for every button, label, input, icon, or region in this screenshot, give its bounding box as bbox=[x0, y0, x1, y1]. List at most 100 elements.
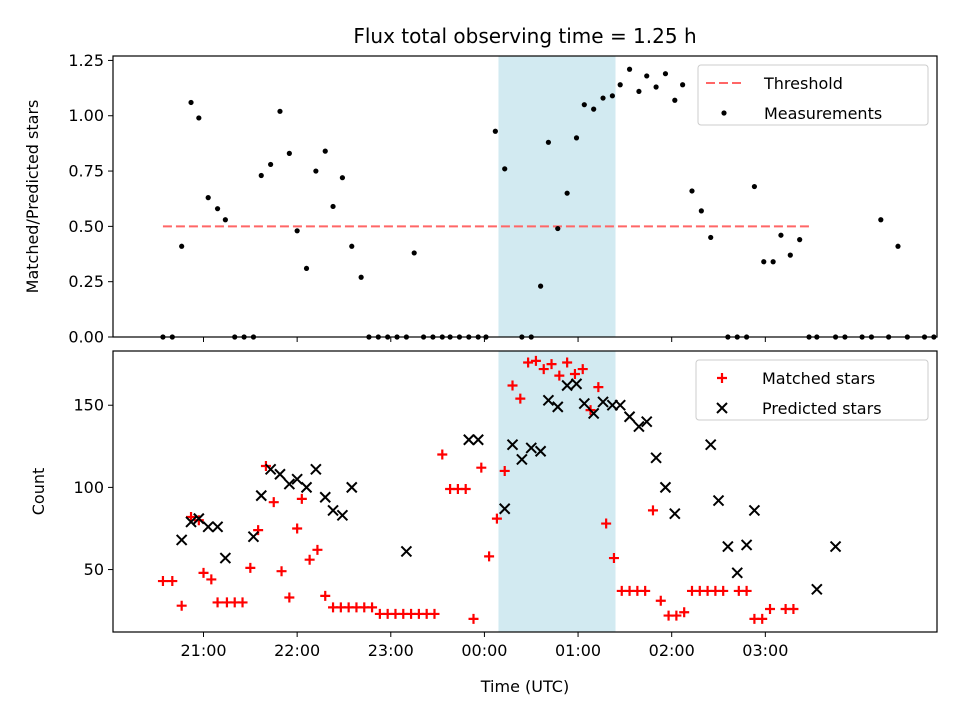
y-tick-label: 1.00 bbox=[68, 106, 104, 125]
data-point bbox=[202, 521, 214, 533]
data-point bbox=[748, 504, 761, 517]
x-tick-label: 00:00 bbox=[461, 641, 507, 660]
y-tick-label: 0.75 bbox=[68, 162, 104, 181]
legend-box bbox=[697, 64, 929, 126]
data-point bbox=[591, 106, 597, 112]
data-point bbox=[411, 250, 417, 256]
data-point bbox=[268, 497, 279, 508]
data-point bbox=[741, 585, 752, 596]
top-panel: 0.00 0.25 0.50 0.75 1.00 1.25 Matched/Predicte… bbox=[23, 51, 938, 347]
data-point bbox=[581, 102, 587, 108]
data-point bbox=[609, 93, 615, 99]
data-point bbox=[644, 73, 650, 79]
data-point bbox=[507, 380, 518, 391]
data-point bbox=[829, 540, 842, 553]
data-point bbox=[330, 203, 336, 210]
data-point bbox=[322, 148, 328, 154]
data-point bbox=[313, 168, 319, 174]
legend-label: Predicted stars bbox=[762, 399, 882, 418]
data-point bbox=[787, 252, 793, 258]
y-tick-label: 1.25 bbox=[68, 51, 104, 70]
data-point bbox=[460, 484, 471, 495]
data-point bbox=[463, 434, 475, 446]
data-point bbox=[205, 195, 211, 201]
x-tick-label: 23:00 bbox=[368, 641, 414, 660]
data-point bbox=[740, 539, 753, 551]
data-point bbox=[698, 208, 704, 214]
data-point bbox=[219, 552, 232, 564]
data-point bbox=[672, 97, 678, 103]
data-point bbox=[211, 521, 224, 533]
data-point bbox=[188, 99, 194, 106]
axes-frame bbox=[112, 350, 938, 633]
data-point bbox=[206, 574, 217, 585]
data-point bbox=[671, 610, 682, 621]
legend-x-swatch bbox=[716, 402, 728, 414]
data-point bbox=[765, 603, 776, 614]
data-point bbox=[601, 518, 612, 529]
data-point bbox=[292, 523, 303, 534]
data-point bbox=[258, 172, 264, 179]
data-point bbox=[304, 554, 315, 565]
data-point bbox=[492, 128, 498, 134]
data-point bbox=[895, 243, 901, 249]
data-point bbox=[185, 516, 197, 528]
data-point bbox=[718, 585, 729, 596]
data-point bbox=[283, 478, 296, 490]
data-point bbox=[358, 274, 364, 280]
bottom-panel: 50 100 150 21:00 22:00 23:00 00:00 01:00 02:00 03… bbox=[29, 350, 938, 660]
data-point bbox=[516, 453, 528, 466]
data-point bbox=[554, 370, 565, 381]
data-point bbox=[499, 503, 511, 515]
data-point bbox=[212, 597, 223, 608]
data-point bbox=[327, 504, 339, 517]
shaded-region bbox=[498, 56, 616, 337]
data-point bbox=[320, 590, 331, 601]
data-point bbox=[530, 355, 541, 366]
data-point bbox=[712, 494, 725, 507]
data-point bbox=[294, 228, 300, 234]
data-point bbox=[179, 243, 185, 249]
data-point bbox=[499, 465, 510, 476]
data-point bbox=[284, 592, 295, 603]
legend-label: Measurements bbox=[764, 104, 882, 123]
data-point bbox=[515, 393, 526, 404]
data-point bbox=[569, 369, 580, 380]
data-point bbox=[542, 394, 555, 407]
data-point bbox=[198, 567, 209, 578]
data-point bbox=[770, 259, 776, 265]
data-point bbox=[587, 407, 600, 420]
data-point bbox=[176, 600, 187, 611]
y-axis-label: Count bbox=[29, 468, 48, 516]
legend: Matched stars Predicted stars bbox=[695, 359, 929, 421]
data-point bbox=[339, 175, 346, 181]
data-point bbox=[564, 190, 570, 196]
legend: Threshold Measurements bbox=[697, 64, 929, 126]
data-point bbox=[296, 493, 307, 504]
shaded-region bbox=[498, 351, 616, 632]
data-point bbox=[722, 540, 734, 553]
data-point bbox=[647, 505, 658, 516]
data-point bbox=[476, 462, 487, 473]
data-point bbox=[680, 82, 686, 88]
data-point bbox=[157, 576, 168, 587]
data-point bbox=[237, 597, 248, 608]
data-point bbox=[502, 166, 508, 172]
data-point bbox=[788, 603, 799, 614]
data-point bbox=[577, 364, 588, 375]
data-point bbox=[268, 161, 274, 168]
data-point bbox=[662, 71, 669, 77]
data-point bbox=[274, 468, 286, 480]
data-point bbox=[222, 217, 228, 223]
data-point bbox=[525, 442, 537, 454]
data-point bbox=[276, 566, 287, 577]
data-point bbox=[538, 364, 549, 375]
data-point bbox=[367, 602, 378, 613]
data-point bbox=[562, 357, 573, 368]
data-point bbox=[264, 463, 277, 476]
x-tick-label: 02:00 bbox=[649, 641, 695, 660]
data-point bbox=[797, 237, 803, 243]
data-point bbox=[689, 188, 695, 194]
data-point bbox=[636, 88, 642, 95]
